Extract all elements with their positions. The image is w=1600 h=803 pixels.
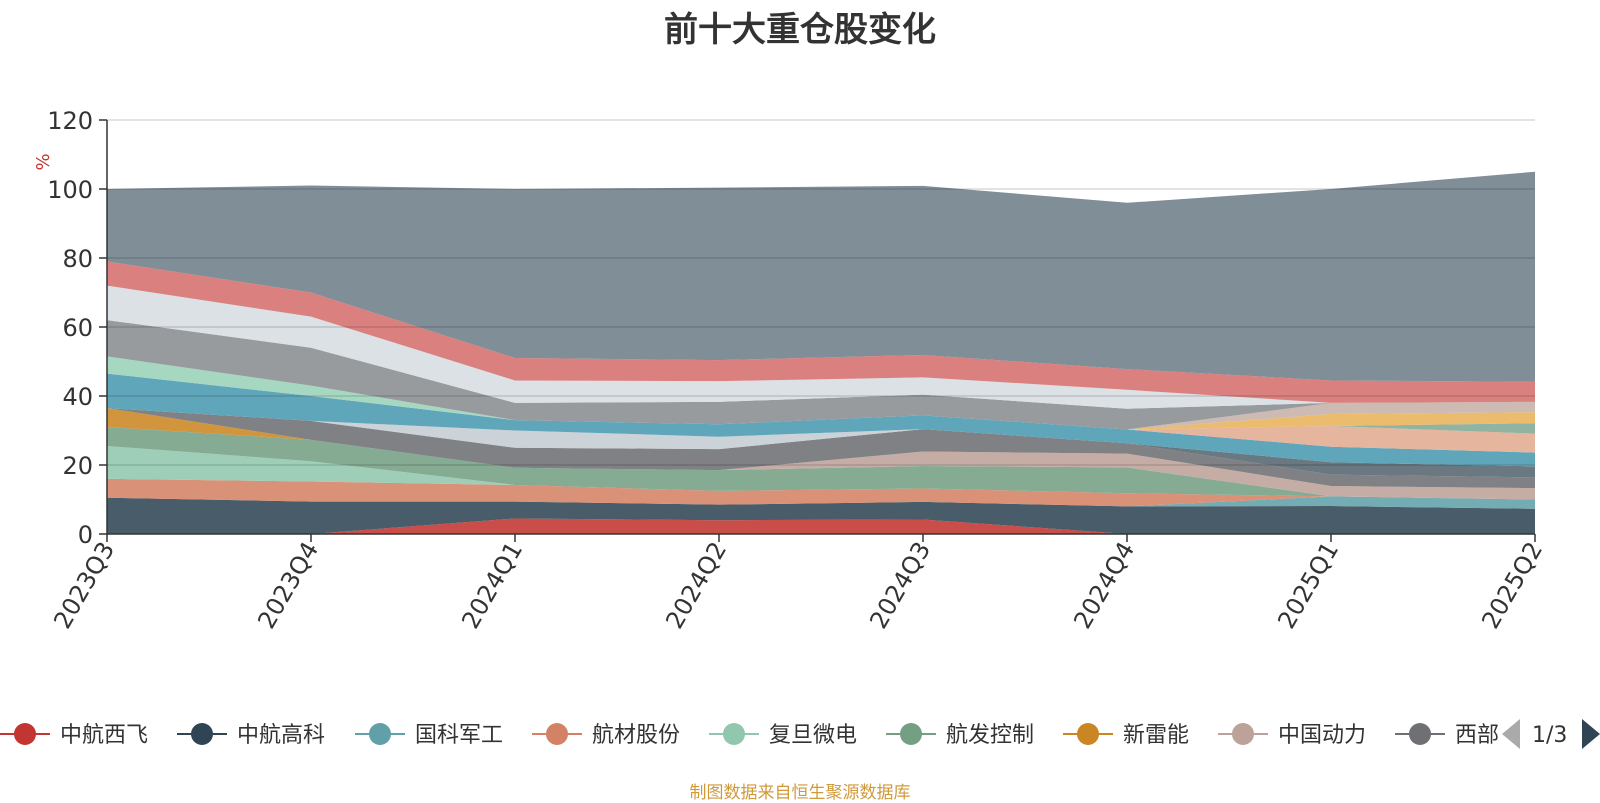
legend-label: 中国动力 bbox=[1278, 723, 1366, 748]
area-series-14 bbox=[107, 373, 1535, 453]
x-tick-label: 2024Q1 bbox=[456, 537, 528, 633]
area-series-13 bbox=[107, 373, 1535, 467]
legend-item[interactable]: 新雷能 bbox=[1063, 723, 1189, 748]
x-tick-label: 2025Q1 bbox=[1272, 537, 1344, 633]
legend-label: 航发控制 bbox=[946, 723, 1034, 748]
legend-label: 复旦微电 bbox=[769, 723, 857, 748]
legend-page-indicator: 1/3 bbox=[1532, 723, 1567, 748]
legend-marker bbox=[1077, 723, 1099, 745]
legend-item[interactable]: 中航西飞 bbox=[0, 723, 148, 748]
area-series-3 bbox=[107, 496, 1535, 509]
y-tick-label: 20 bbox=[62, 452, 93, 480]
x-tick-label: 2024Q2 bbox=[660, 537, 732, 633]
legend-marker bbox=[369, 723, 391, 745]
y-tick-label: 40 bbox=[62, 383, 93, 411]
legend-item[interactable]: 航发控制 bbox=[886, 723, 1034, 748]
legend-marker bbox=[191, 723, 213, 745]
legend-label: 中航西飞 bbox=[60, 723, 148, 748]
area-series-20 bbox=[107, 285, 1535, 409]
legend-next-icon[interactable] bbox=[1582, 719, 1600, 749]
legend-marker bbox=[723, 723, 745, 745]
legend-item[interactable]: 西部 bbox=[1395, 723, 1499, 748]
y-axis-label: % bbox=[33, 153, 54, 170]
legend-layer: 中航西飞 中航高科 国科军工 航材股份 复旦微电 航发控制 新雷能 中国动力 西部 1/3 bbox=[0, 719, 1600, 749]
legend-label: 中航高科 bbox=[237, 723, 325, 748]
legend-item[interactable]: 航材股份 bbox=[532, 723, 680, 748]
y-tick-label: 0 bbox=[78, 521, 93, 549]
area-series-5 bbox=[107, 446, 1535, 500]
area-series-6 bbox=[107, 427, 1535, 500]
area-series-4 bbox=[107, 478, 1535, 507]
legend-item[interactable]: 复旦微电 bbox=[709, 723, 857, 748]
y-tick-label: 80 bbox=[62, 245, 93, 273]
y-tick-label: 60 bbox=[62, 314, 93, 342]
legend-label: 新雷能 bbox=[1123, 723, 1189, 748]
grid-layer bbox=[107, 119, 1535, 466]
legend-item[interactable]: 中航高科 bbox=[177, 723, 325, 748]
legend-marker bbox=[1409, 723, 1431, 745]
area-series-8 bbox=[107, 408, 1535, 500]
legend-marker bbox=[1232, 723, 1254, 745]
x-tick-label: 2024Q4 bbox=[1068, 537, 1140, 633]
legend-marker bbox=[546, 723, 568, 745]
legend-prev-icon[interactable] bbox=[1502, 719, 1520, 749]
legend-label: 西部 bbox=[1455, 723, 1499, 748]
legend-label: 国科军工 bbox=[415, 723, 503, 748]
legend-item[interactable]: 中国动力 bbox=[1218, 723, 1366, 748]
data-source-note: 制图数据来自恒生聚源数据库 bbox=[689, 783, 911, 803]
areas-layer bbox=[107, 171, 1535, 534]
x-tick-label: 2025Q2 bbox=[1476, 537, 1548, 633]
legend-marker bbox=[14, 723, 36, 745]
stacked-area-chart: 0 20 40 60 80 100 120% 2023Q3 2023Q4 2024Q1 2024Q2… bbox=[0, 107, 1600, 749]
y-tick-label: 120 bbox=[47, 107, 93, 135]
area-series-1 bbox=[107, 518, 1535, 534]
area-series-11 bbox=[107, 408, 1535, 467]
area-series-2 bbox=[107, 497, 1535, 534]
area-series-10 bbox=[107, 408, 1535, 478]
area-series-22 bbox=[107, 171, 1535, 382]
legend-label: 航材股份 bbox=[592, 723, 680, 748]
x-tick-label: 2023Q4 bbox=[252, 537, 324, 633]
x-tick-label: 2024Q3 bbox=[864, 537, 936, 633]
legend-marker bbox=[900, 723, 922, 745]
chart-title: 前十大重仓股变化 bbox=[664, 10, 936, 50]
area-series-16 bbox=[107, 356, 1535, 434]
x-tick-label: 2023Q3 bbox=[48, 537, 120, 633]
area-series-21 bbox=[107, 261, 1535, 403]
legend-item[interactable]: 国科军工 bbox=[355, 723, 503, 748]
area-series-9 bbox=[107, 408, 1535, 489]
area-series-19 bbox=[107, 320, 1535, 430]
y-tick-label: 100 bbox=[47, 176, 93, 204]
area-series-17 bbox=[107, 356, 1535, 430]
